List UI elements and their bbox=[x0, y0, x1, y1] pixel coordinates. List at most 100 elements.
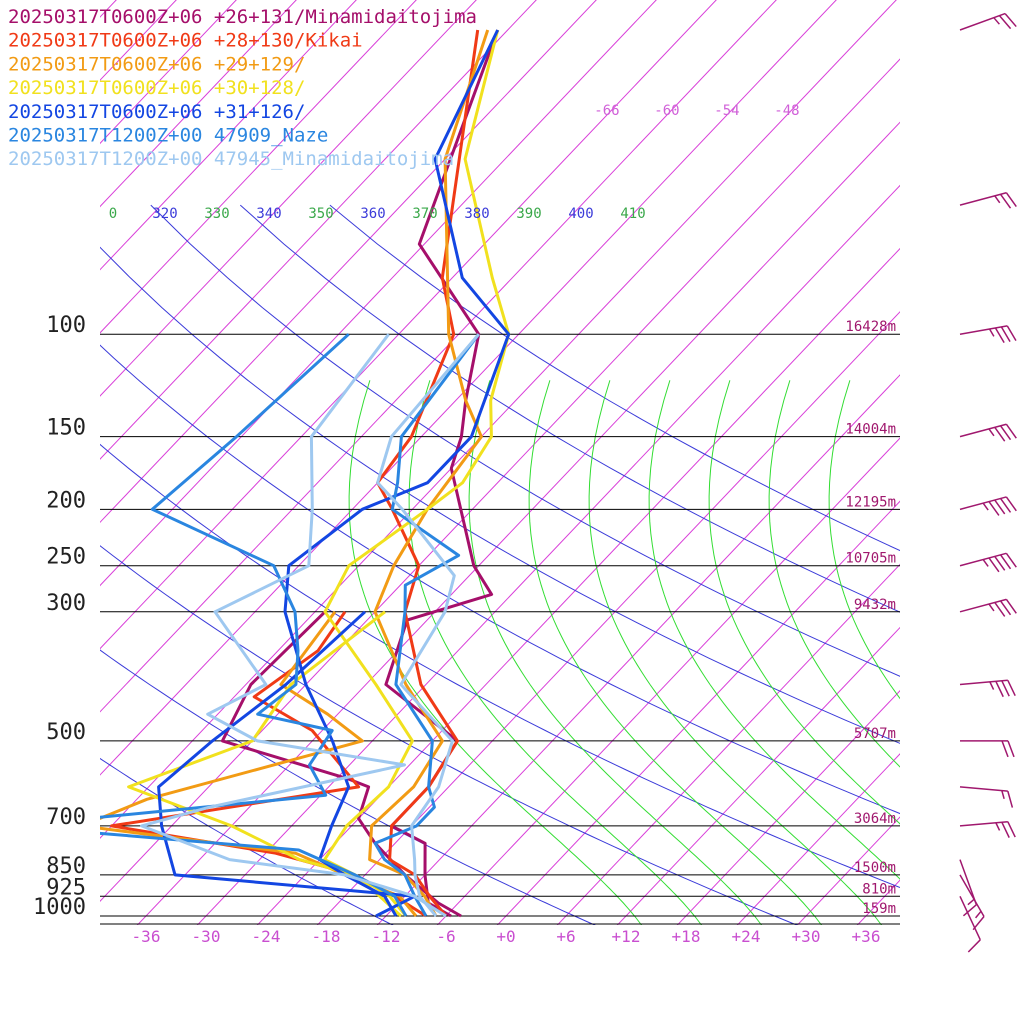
height-label: 3064m bbox=[854, 811, 896, 827]
wind-barb-flag bbox=[967, 939, 981, 953]
isotherm-line bbox=[496, 500, 900, 925]
moist-adiabat-line bbox=[408, 380, 703, 925]
temperature-tick-label: +6 bbox=[556, 927, 575, 946]
moist-adiabat-lines bbox=[348, 380, 900, 925]
wind-barb-half-flag bbox=[982, 559, 989, 567]
isotherm-line bbox=[100, 0, 657, 587]
temperature-tick-label: +12 bbox=[612, 927, 641, 946]
dry-adiabat-line bbox=[100, 545, 798, 925]
dry-adiabat-line bbox=[329, 204, 900, 552]
dry-adiabat-line bbox=[239, 204, 900, 613]
wind-barb bbox=[959, 325, 1017, 344]
wind-barb-flag bbox=[1004, 13, 1017, 28]
isotherm-line bbox=[100, 0, 717, 650]
theta-label: 320 bbox=[152, 206, 177, 222]
height-label: 16428m bbox=[845, 319, 896, 335]
theta-label: 380 bbox=[464, 206, 489, 222]
isotherm-line bbox=[100, 0, 237, 145]
wind-barb bbox=[959, 552, 1017, 573]
wind-barb-flag bbox=[998, 15, 1012, 30]
wind-barb-staff bbox=[959, 895, 981, 941]
series-line-9 bbox=[157, 610, 417, 918]
wind-barb-flag bbox=[1001, 680, 1010, 697]
wind-barb-half-flag bbox=[974, 910, 982, 919]
theta-label: 400 bbox=[568, 206, 593, 222]
isotherm-lines bbox=[0, 0, 900, 928]
wind-barb-flag bbox=[994, 555, 1006, 571]
theta-label: 390 bbox=[516, 206, 541, 222]
isotherm-line bbox=[736, 753, 900, 925]
series-line-12 bbox=[376, 333, 480, 917]
series-line-8 bbox=[283, 29, 511, 917]
isotherm-line bbox=[196, 184, 900, 925]
pressure-tick-label: 100 bbox=[46, 313, 86, 338]
temperature-tick-label: -30 bbox=[192, 927, 221, 946]
series-line-3 bbox=[110, 610, 427, 918]
legend-entry: 20250317T0600Z+06 +31+126/ bbox=[8, 101, 305, 123]
moist-adiabat-line bbox=[768, 380, 900, 768]
series-line-13 bbox=[140, 333, 447, 918]
wind-barb bbox=[959, 191, 1017, 209]
isotherm-label: -54 bbox=[714, 103, 739, 119]
moist-adiabat-line bbox=[468, 380, 763, 925]
pressure-tick-label: 300 bbox=[46, 591, 86, 616]
isotherm-line bbox=[556, 563, 900, 925]
wind-barb bbox=[959, 598, 1017, 617]
wind-barb bbox=[959, 496, 1017, 516]
dry-adiabat-line bbox=[100, 757, 394, 925]
isotherm-line bbox=[100, 58, 900, 902]
legend-entry: 20250317T0600Z+06 +28+130/Kikai bbox=[8, 30, 363, 52]
wind-barb-half-flag bbox=[982, 502, 989, 511]
wind-barb bbox=[960, 740, 1015, 758]
wind-barb-flag bbox=[1005, 496, 1017, 512]
wind-barbs bbox=[959, 12, 1017, 953]
isotherm-line bbox=[100, 0, 357, 271]
wind-barb-staff bbox=[959, 325, 1008, 335]
isotherm-line bbox=[100, 0, 597, 524]
moist-adiabat-line bbox=[528, 380, 823, 925]
wind-barb-flag bbox=[999, 498, 1012, 513]
wind-barb-flag bbox=[1005, 552, 1017, 568]
theta-label: 350 bbox=[308, 206, 333, 222]
moist-adiabat-line bbox=[348, 380, 643, 925]
moist-adiabat-line bbox=[648, 380, 900, 880]
theta-label: 0 bbox=[109, 206, 117, 222]
wind-barb-flag bbox=[994, 602, 1006, 617]
isotherm-line bbox=[100, 0, 897, 839]
wind-barb-staff bbox=[959, 679, 1008, 686]
wind-barb-flag bbox=[1006, 325, 1017, 341]
wind-barb-flag bbox=[1007, 821, 1016, 838]
temperature-tick-label: +30 bbox=[792, 927, 821, 946]
wind-barb-staff bbox=[959, 786, 1008, 792]
isotherm-label: -48 bbox=[774, 103, 799, 119]
isotherm-line bbox=[100, 0, 477, 397]
isobar-lines bbox=[100, 333, 900, 925]
wind-barb-flag bbox=[988, 557, 1000, 573]
isotherm-line bbox=[0, 0, 5, 928]
dry-adiabat-lines bbox=[100, 204, 900, 925]
isotherm-line bbox=[676, 690, 900, 925]
height-label: 5707m bbox=[854, 726, 896, 742]
wind-barb-flag bbox=[1001, 740, 1009, 758]
legend-entry: 20250317T1200Z+00 47945_Minamidaitojima bbox=[8, 148, 454, 170]
wind-barb-flag bbox=[1007, 679, 1016, 697]
series-line-2 bbox=[376, 29, 480, 917]
legend-entry: 20250317T0600Z+06 +30+128/ bbox=[8, 77, 305, 99]
wind-barb bbox=[959, 786, 1014, 808]
isotherm-line bbox=[100, 0, 417, 334]
height-label: 159m bbox=[862, 901, 896, 917]
dry-adiabat-line bbox=[100, 443, 900, 889]
wind-barb-flag bbox=[1005, 423, 1017, 439]
moist-adiabat-line bbox=[828, 380, 900, 700]
wind-barb-staff bbox=[959, 423, 1007, 438]
temperature-tick-label: -6 bbox=[436, 927, 455, 946]
wind-barb-half-flag bbox=[988, 603, 995, 612]
wind-barb bbox=[959, 820, 1016, 838]
wind-barb bbox=[959, 12, 1017, 31]
isotherm-line bbox=[256, 247, 900, 925]
wind-barb-flag bbox=[999, 554, 1012, 570]
temperature-tick-label: +36 bbox=[852, 927, 881, 946]
pressure-tick-label: 925 bbox=[46, 875, 86, 900]
series-line-4 bbox=[368, 29, 490, 917]
